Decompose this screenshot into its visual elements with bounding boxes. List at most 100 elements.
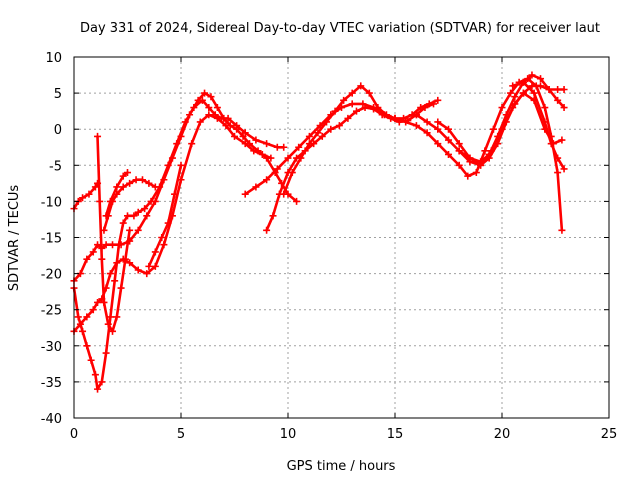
- data-point-marker: [130, 212, 138, 220]
- data-point-marker: [102, 349, 110, 357]
- data-point-marker: [267, 154, 275, 162]
- data-point-marker: [231, 132, 238, 140]
- data-point-marker: [352, 107, 360, 115]
- data-point-marker: [288, 169, 296, 177]
- data-point-marker: [348, 89, 356, 97]
- data-point-marker: [151, 262, 159, 270]
- data-point-marker: [284, 154, 292, 162]
- x-axis-label: GPS time / hours: [287, 459, 396, 474]
- y-tick-label: -15: [41, 232, 62, 247]
- data-point-marker: [91, 371, 99, 379]
- y-tick-label: -10: [41, 195, 62, 210]
- data-point-marker: [134, 226, 142, 234]
- data-point-marker: [196, 118, 204, 126]
- data-point-marker: [106, 270, 114, 278]
- data-point-marker: [113, 183, 121, 191]
- data-point-marker: [100, 298, 108, 306]
- data-point-marker: [222, 122, 230, 130]
- data-point-marker: [119, 172, 127, 180]
- chart-title: Day 331 of 2024, Sidereal Day-to-day VTE…: [80, 21, 600, 36]
- data-point-marker: [258, 150, 266, 158]
- data-point-marker: [511, 93, 519, 101]
- data-point-marker: [91, 183, 99, 191]
- series-line: [147, 164, 183, 268]
- y-tick-label: 5: [54, 87, 62, 102]
- data-point-marker: [293, 197, 301, 205]
- y-tick-labels: -40 -35 -30 -25 -20 -15 -10 -5 0 5 10: [41, 51, 62, 427]
- data-point-marker: [263, 226, 271, 234]
- data-point-marker: [98, 378, 106, 386]
- data-point-marker: [94, 298, 102, 306]
- data-point-marker: [541, 118, 549, 126]
- data-point-marker: [335, 122, 343, 130]
- data-point-marker: [126, 179, 134, 187]
- y-tick-label: 10: [45, 51, 62, 66]
- data-point-marker: [344, 114, 352, 122]
- data-point-marker: [233, 122, 241, 130]
- data-point-marker: [132, 176, 140, 184]
- data-point-marker: [391, 114, 399, 122]
- series-line: [243, 102, 397, 196]
- data-point-marker: [74, 313, 82, 321]
- data-point-marker: [171, 190, 179, 198]
- data-point-marker: [115, 241, 123, 249]
- series-line: [393, 77, 564, 232]
- data-point-marker: [188, 140, 196, 148]
- data-point-marker: [145, 262, 153, 270]
- data-point-marker: [239, 132, 247, 140]
- data-point-marker: [205, 111, 213, 119]
- data-point-marker: [198, 96, 206, 104]
- data-point-marker: [83, 255, 91, 263]
- data-point-marker: [250, 147, 258, 155]
- data-point-marker: [464, 172, 472, 180]
- x-tick-labels: 0 5 10 15 20 25: [70, 427, 617, 442]
- series-line: [72, 99, 286, 391]
- data-point-marker: [102, 212, 110, 220]
- series-track-4: [70, 179, 102, 213]
- data-point-marker: [151, 248, 159, 256]
- data-point-marker: [124, 212, 131, 220]
- data-point-marker: [519, 78, 527, 86]
- series-track-16: [509, 78, 568, 173]
- data-point-marker: [102, 241, 110, 249]
- data-point-marker: [181, 118, 189, 126]
- series-line: [102, 178, 157, 232]
- data-point-marker: [143, 212, 151, 220]
- data-point-marker: [104, 320, 112, 328]
- data-point-marker: [211, 111, 219, 119]
- data-point-marker: [547, 140, 555, 148]
- data-point-marker: [412, 111, 420, 119]
- series-track-11: [280, 82, 442, 198]
- x-tick-label: 25: [601, 427, 618, 442]
- data-point-marker: [158, 234, 166, 241]
- data-point-marker: [263, 140, 271, 148]
- data-point-marker: [269, 212, 277, 220]
- data-point-marker: [151, 183, 159, 191]
- data-point-marker: [205, 104, 213, 112]
- data-point-marker: [190, 104, 198, 112]
- data-point-marker: [295, 143, 303, 151]
- data-point-marker: [141, 205, 149, 213]
- data-point-marker: [348, 100, 356, 108]
- x-tick-label: 0: [70, 427, 78, 442]
- data-point-marker: [252, 136, 260, 144]
- data-point-marker: [359, 100, 367, 108]
- data-point-marker: [106, 197, 114, 205]
- data-point-marker: [554, 154, 562, 162]
- data-point-marker: [558, 136, 566, 144]
- data-point-marker: [117, 284, 125, 292]
- data-point-marker: [455, 161, 463, 169]
- data-point-marker: [201, 89, 209, 97]
- data-point-marker: [558, 226, 566, 234]
- data-point-marker: [164, 219, 172, 227]
- data-point-marker: [331, 107, 339, 115]
- data-point-marker: [263, 176, 271, 184]
- data-point-marker: [113, 313, 121, 321]
- data-point-marker: [477, 161, 485, 169]
- series-track-5: [94, 132, 134, 335]
- data-point-marker: [126, 226, 134, 234]
- data-point-marker: [455, 147, 463, 155]
- data-point-marker: [94, 385, 102, 393]
- data-point-marker: [528, 71, 536, 79]
